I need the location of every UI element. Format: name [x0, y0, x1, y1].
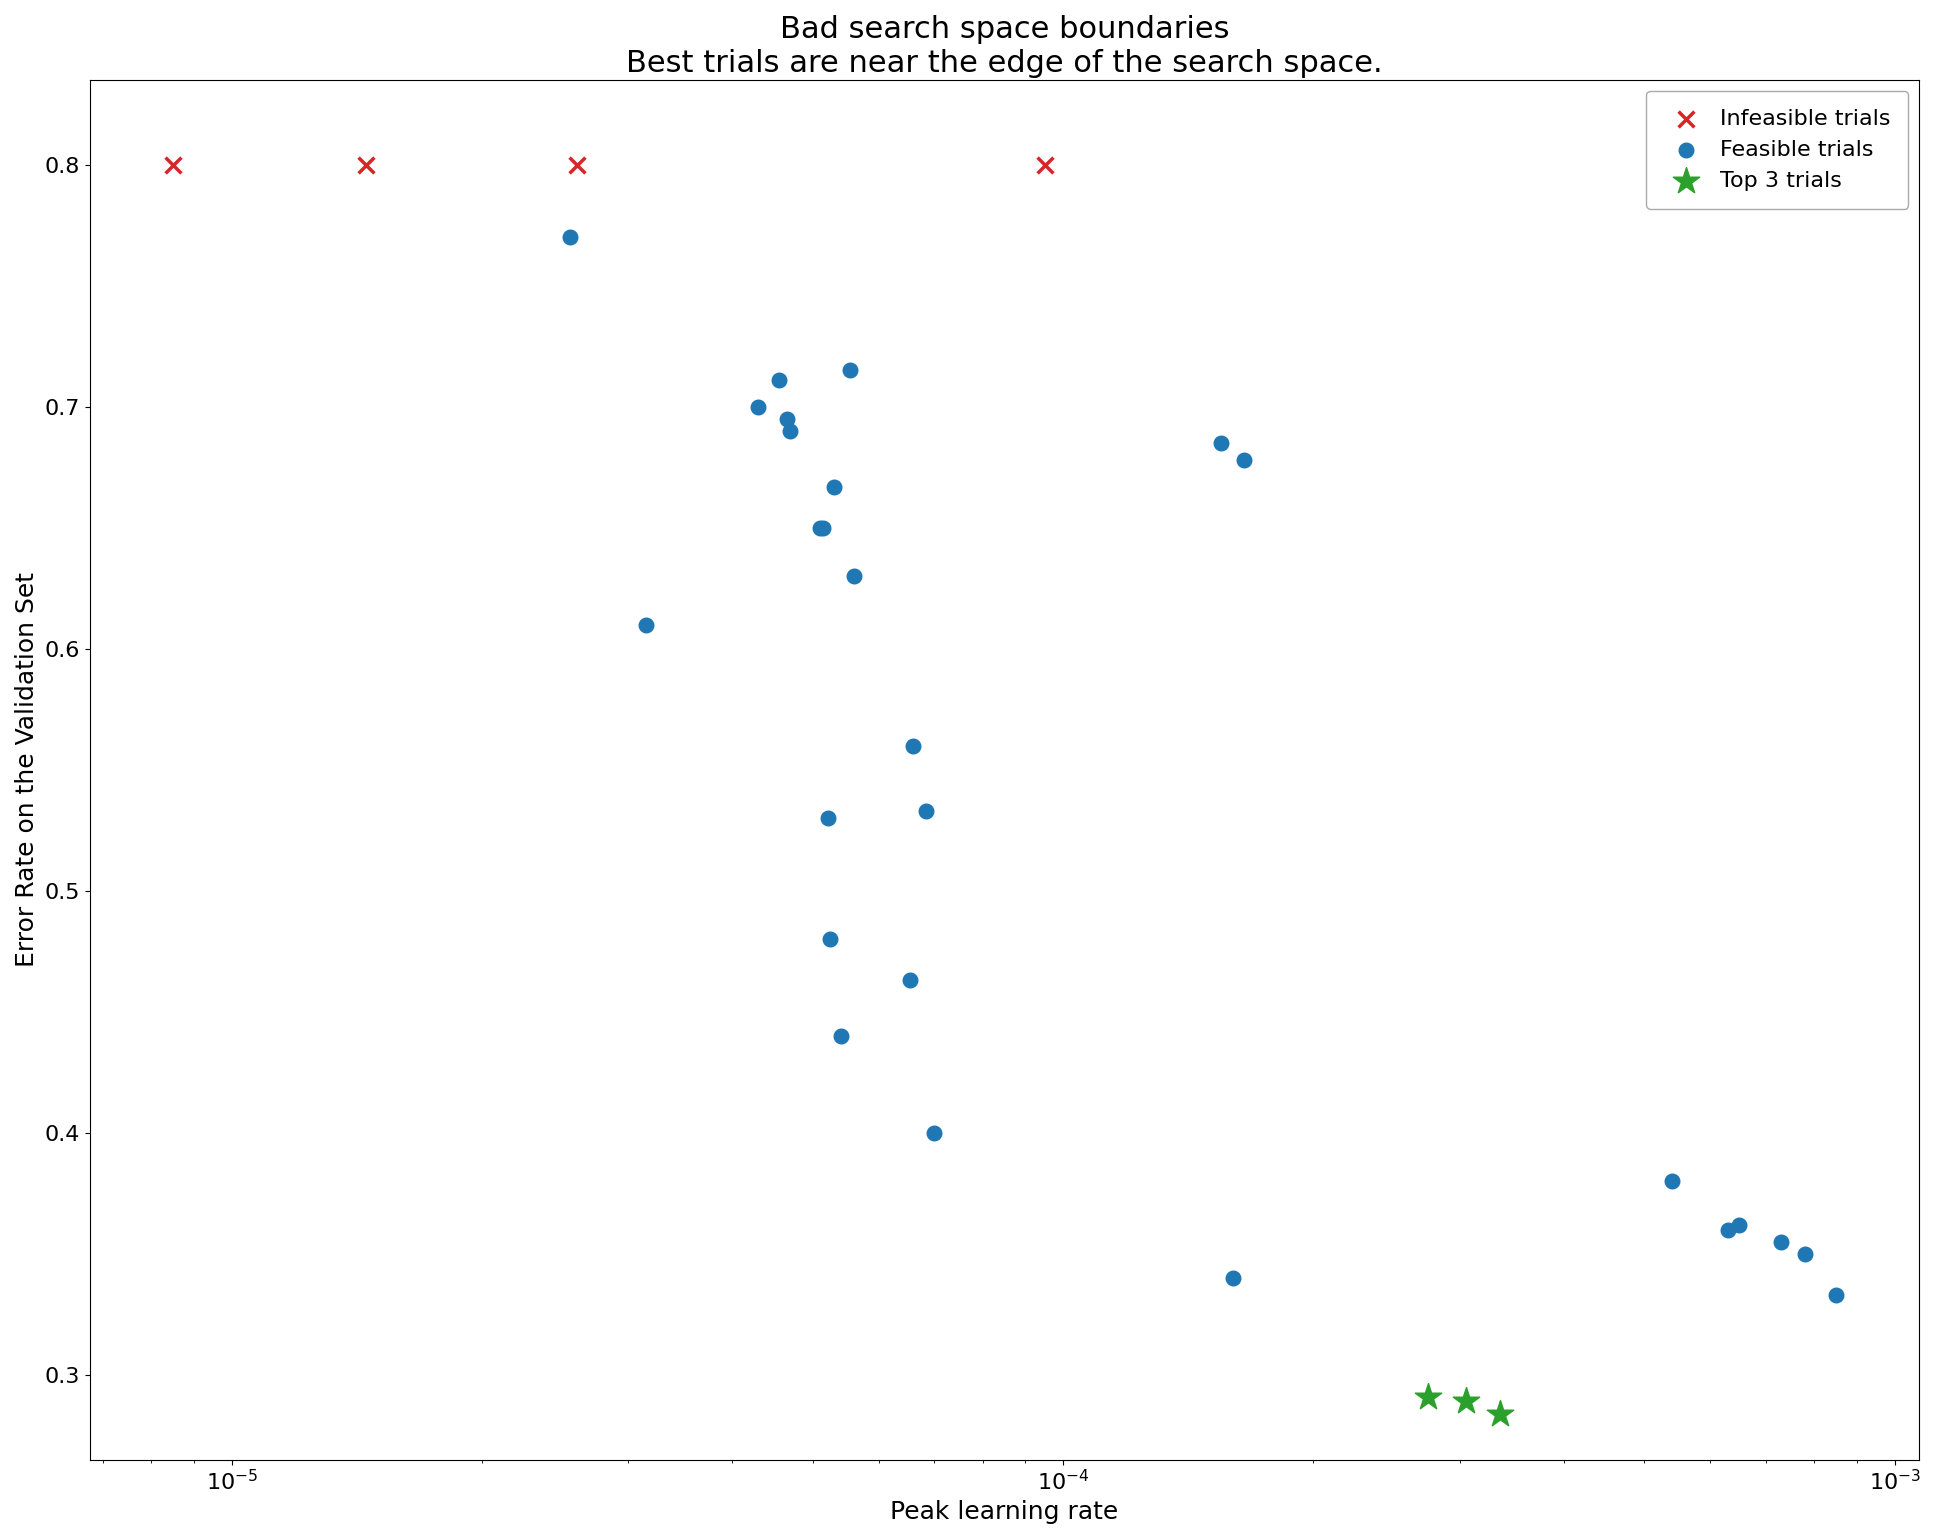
- Infeasible trials: [351, 152, 382, 177]
- Feasible trials: [1819, 1282, 1850, 1307]
- Feasible trials: [1722, 1213, 1753, 1237]
- Feasible trials: [770, 406, 801, 431]
- Feasible trials: [630, 613, 661, 637]
- Infeasible trials: [560, 152, 591, 177]
- Feasible trials: [1206, 431, 1237, 456]
- Feasible trials: [1788, 1242, 1819, 1267]
- Feasible trials: [1712, 1217, 1743, 1242]
- Top 3 trials: [1483, 1400, 1514, 1425]
- Feasible trials: [894, 968, 925, 993]
- Feasible trials: [814, 926, 845, 951]
- Title: Bad search space boundaries
Best trials are near the edge of the search space.: Bad search space boundaries Best trials …: [626, 15, 1383, 77]
- Top 3 trials: [1412, 1384, 1443, 1408]
- Feasible trials: [818, 474, 849, 499]
- Feasible trials: [824, 1023, 855, 1048]
- Feasible trials: [807, 516, 838, 540]
- Feasible trials: [919, 1120, 950, 1145]
- Feasible trials: [805, 516, 836, 540]
- Feasible trials: [834, 359, 865, 383]
- X-axis label: Peak learning rate: Peak learning rate: [890, 1501, 1119, 1524]
- Legend: Infeasible trials, Feasible trials, Top 3 trials: Infeasible trials, Feasible trials, Top …: [1646, 91, 1906, 209]
- Feasible trials: [838, 563, 869, 588]
- Feasible trials: [762, 368, 793, 392]
- Feasible trials: [911, 799, 942, 823]
- Feasible trials: [1656, 1170, 1687, 1194]
- Feasible trials: [774, 419, 805, 443]
- Feasible trials: [1227, 448, 1258, 472]
- Top 3 trials: [1450, 1390, 1481, 1414]
- Feasible trials: [555, 225, 586, 249]
- Feasible trials: [1764, 1230, 1796, 1254]
- Feasible trials: [898, 733, 929, 757]
- Feasible trials: [743, 394, 774, 419]
- Y-axis label: Error Rate on the Validation Set: Error Rate on the Validation Set: [16, 573, 39, 966]
- Infeasible trials: [1028, 152, 1059, 177]
- Feasible trials: [812, 806, 843, 831]
- Feasible trials: [1216, 1265, 1247, 1290]
- Infeasible trials: [157, 152, 188, 177]
